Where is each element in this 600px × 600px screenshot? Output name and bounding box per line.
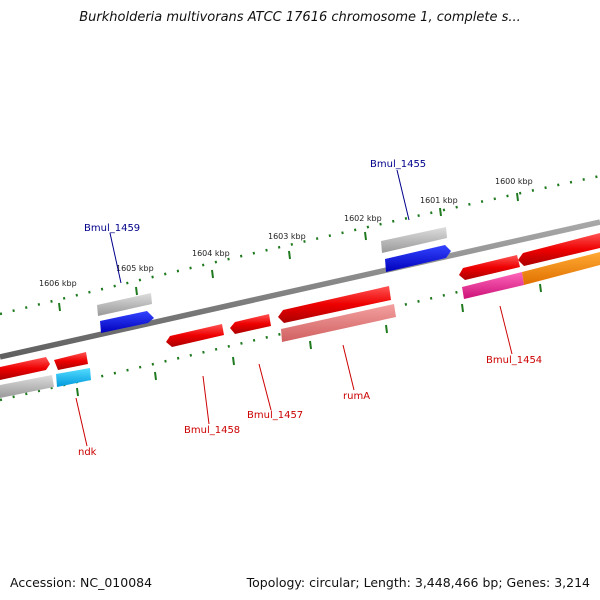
gene-bmul-1459[interactable]	[100, 311, 154, 333]
leader-bmul-1455	[396, 169, 410, 221]
gene-orange[interactable]	[522, 252, 600, 285]
label-bmul-1454[interactable]: Bmul_1454	[486, 355, 542, 366]
outer-major-ticks	[58, 192, 519, 312]
gene-forward-1454b[interactable]	[518, 233, 600, 266]
label-bmul-1459[interactable]: Bmul_1459	[84, 223, 140, 234]
gene-bmul-1455-grey[interactable]	[381, 227, 447, 253]
label-rumA[interactable]: rumA	[343, 391, 370, 402]
label-bmul-1457[interactable]: Bmul_1457	[247, 410, 303, 421]
accession-text: Accession: NC_010084	[10, 575, 153, 590]
scale-label-1602: 1602 kbp	[344, 214, 382, 223]
chromosome-backbone	[0, 219, 600, 360]
label-bmul-1458[interactable]: Bmul_1458	[184, 425, 240, 436]
leader-bmul-1459	[109, 232, 122, 284]
gene-ndk[interactable]	[56, 368, 91, 387]
gene-forward-1[interactable]	[0, 357, 50, 380]
gene-bmul-1454[interactable]	[462, 272, 524, 299]
scale-label-1600: 1600 kbp	[495, 177, 533, 186]
gene-bmul-1459-grey[interactable]	[97, 293, 152, 316]
outer-strand-genes	[97, 227, 451, 333]
leader-bmul-1454	[499, 305, 513, 355]
label-bmul-1455[interactable]: Bmul_1455	[370, 159, 426, 170]
scale-label-1604: 1604 kbp	[192, 249, 230, 258]
topology-summary: Topology: circular; Length: 3,448,466 bp…	[246, 575, 590, 590]
scale-label-1603: 1603 kbp	[268, 232, 306, 241]
gene-ndk-grey[interactable]	[0, 375, 54, 398]
inner-strand-genes	[0, 252, 600, 398]
leader-bmul-1457	[258, 363, 272, 411]
leader-ndk	[75, 397, 88, 447]
forward-strand-genes	[0, 233, 600, 380]
map-title: Burkholderia multivorans ATCC 17616 chro…	[79, 10, 521, 25]
leader-bmul-1458	[202, 375, 210, 425]
gene-forward-1454a[interactable]	[459, 255, 520, 280]
gene-rumA[interactable]	[278, 286, 391, 323]
gene-bmul-1458[interactable]	[166, 324, 224, 347]
gene-rumA-pseudo[interactable]	[281, 304, 396, 342]
gene-bmul-1455[interactable]	[385, 245, 451, 272]
label-ndk[interactable]: ndk	[78, 447, 97, 458]
gene-forward-2[interactable]	[54, 352, 88, 370]
scale-label-1606: 1606 kbp	[39, 279, 77, 288]
inner-major-ticks	[76, 283, 542, 397]
scale-label-1605: 1605 kbp	[116, 264, 154, 273]
scale-label-1601: 1601 kbp	[420, 196, 458, 205]
leader-rumA	[342, 344, 355, 391]
gene-bmul-1457[interactable]	[230, 314, 271, 334]
